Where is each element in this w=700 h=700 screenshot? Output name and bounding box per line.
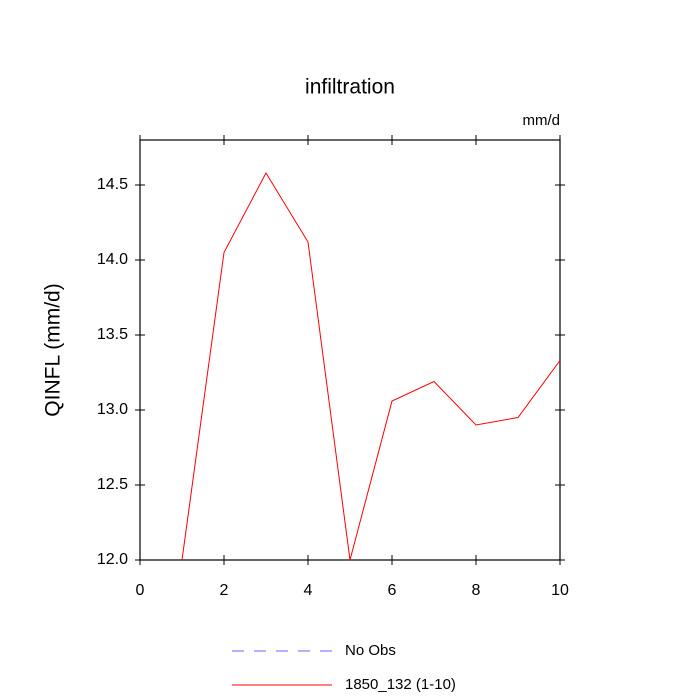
y-tick-label: 13.0	[97, 401, 128, 418]
x-tick-label: 6	[388, 582, 397, 599]
series-line	[181, 171, 561, 561]
x-tick-label: 2	[220, 582, 229, 599]
x-tick-label: 8	[472, 582, 481, 599]
x-tick-label: 0	[136, 582, 145, 599]
x-tick-label: 4	[304, 582, 313, 599]
y-tick-label: 13.5	[97, 326, 128, 343]
plot-frame	[139, 139, 561, 561]
legend-label: No Obs	[345, 642, 396, 659]
units-label: mm/d	[523, 112, 561, 129]
y-axis-label: QINFL (mm/d)	[42, 283, 65, 416]
chart-title: infiltration	[305, 76, 395, 99]
y-tick-label: 12.5	[97, 476, 128, 493]
y-tick-label: 14.0	[97, 251, 128, 268]
y-tick-label: 12.0	[97, 551, 128, 568]
x-tick-label: 10	[551, 582, 569, 599]
y-tick-label: 14.5	[97, 176, 128, 193]
legend-label: 1850_132 (1-10)	[345, 676, 456, 693]
